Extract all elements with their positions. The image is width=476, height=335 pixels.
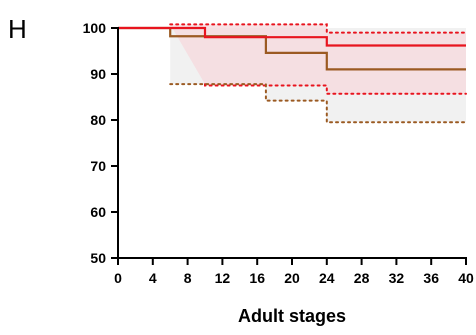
x-tick-label-20: 20 bbox=[284, 270, 300, 286]
ci-upper-line-series-1 bbox=[169, 23, 467, 34]
series-line-1 bbox=[118, 26, 466, 47]
x-tick-label-24: 24 bbox=[319, 270, 335, 286]
series-line-2 bbox=[118, 26, 466, 71]
y-tick-label-100: 100 bbox=[83, 20, 107, 36]
x-tick-label-32: 32 bbox=[389, 270, 405, 286]
confidence-interval-lines bbox=[169, 23, 467, 124]
ci-lower-line-series-1 bbox=[204, 83, 467, 95]
x-tick-label-4: 4 bbox=[149, 270, 157, 286]
x-tick-label-36: 36 bbox=[423, 270, 439, 286]
series-lines bbox=[118, 26, 466, 71]
x-tick-label-40: 40 bbox=[458, 270, 474, 286]
y-tick-label-70: 70 bbox=[90, 158, 106, 174]
axes: 0 4 8 12 16 20 24 28 32 36 40 50 60 70 80 90 100 bbox=[83, 20, 474, 286]
x-tick-label-0: 0 bbox=[114, 270, 122, 286]
ci-band-series-1 bbox=[170, 24, 466, 94]
y-tick-label-80: 80 bbox=[90, 112, 106, 128]
x-tick-label-12: 12 bbox=[215, 270, 231, 286]
x-tick-label-28: 28 bbox=[354, 270, 370, 286]
x-axis-title: Adult stages bbox=[238, 306, 346, 326]
y-tick-label-60: 60 bbox=[90, 204, 106, 220]
panel-label: H bbox=[8, 14, 27, 44]
y-tick-label-90: 90 bbox=[90, 66, 106, 82]
ci-lower-line-series-2 bbox=[169, 83, 467, 124]
y-tick-label-50: 50 bbox=[90, 250, 106, 266]
x-tick-label-8: 8 bbox=[184, 270, 192, 286]
x-tick-label-16: 16 bbox=[249, 270, 265, 286]
confidence-bands bbox=[170, 24, 466, 123]
